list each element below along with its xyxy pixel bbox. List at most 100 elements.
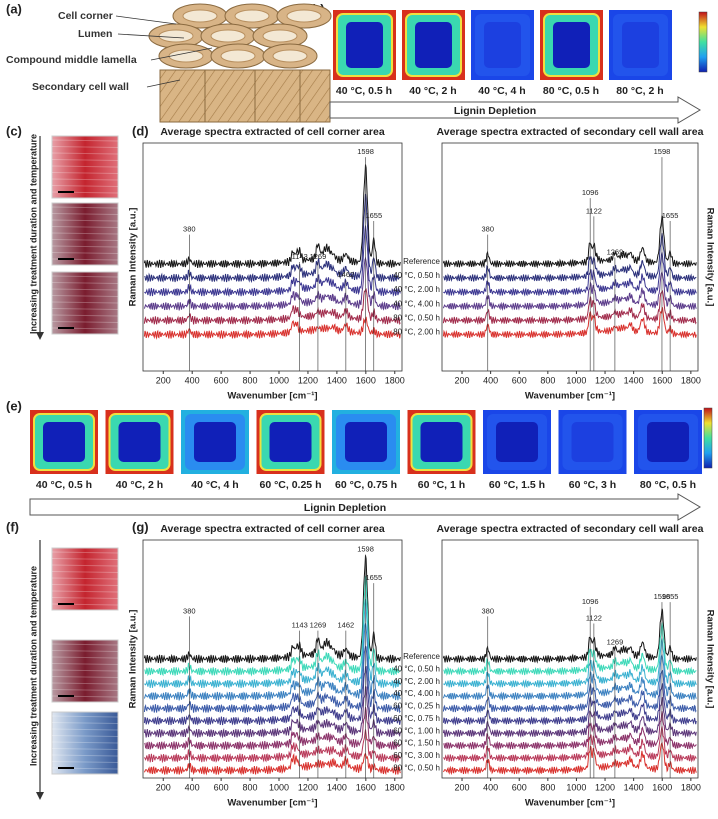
wood-grain (51, 206, 119, 209)
plot-frame (142, 539, 403, 779)
wood-grain (51, 682, 119, 685)
spectrum (144, 599, 401, 689)
spectrum (442, 608, 697, 664)
spectrum (143, 623, 401, 702)
spectrum (443, 622, 697, 676)
peak-label: 1462 (338, 621, 355, 630)
legend-label: 40 °C, 0.50 h (393, 271, 440, 280)
x-tick-label: 1200 (595, 375, 615, 385)
wood-grain (51, 735, 119, 737)
y-axis-title: Raman Intensity [a.u.] (704, 208, 715, 307)
x-tick-label: 800 (243, 375, 258, 385)
lumen (484, 22, 521, 68)
spectrum (443, 232, 697, 283)
colorbar (698, 11, 708, 73)
x-axis-title: Wavenumber [cm⁻¹] (525, 798, 615, 809)
peak-label: 1598 (654, 592, 671, 601)
spectrum (143, 555, 401, 664)
x-tick-label: 1600 (652, 375, 672, 385)
peak-label: 1269 (607, 637, 624, 646)
wood-grain (51, 643, 119, 646)
peak-label: 380 (482, 606, 495, 615)
wood-grain (51, 288, 119, 291)
peak-label: 1096 (582, 597, 599, 606)
panel-label: (c) (6, 123, 22, 138)
map-caption: 40 °C, 4 h (478, 85, 525, 97)
wood-grain (51, 754, 119, 757)
map-caption: 60 °C, 1.5 h (489, 479, 545, 491)
arrow (29, 493, 701, 521)
peak-label: 1462 (338, 270, 355, 279)
spectrum (442, 215, 697, 269)
peak-label: 1655 (365, 211, 382, 220)
map-caption: 60 °C, 1 h (418, 479, 465, 491)
wood-grain (51, 252, 119, 254)
wood-grain (51, 761, 119, 763)
spectrum (144, 729, 401, 764)
lumen (182, 9, 218, 23)
colorbar (703, 407, 713, 469)
x-tick-label: 600 (512, 782, 527, 792)
part-label: Lumen (78, 28, 112, 40)
peak-label: 1269 (310, 621, 327, 630)
x-tick-label: 600 (214, 375, 229, 385)
spectrum (144, 707, 401, 751)
part-label: Compound middle lamella (6, 54, 137, 66)
panel-label: (a) (6, 1, 22, 16)
lumen (420, 422, 463, 462)
legend-label: 60 °C, 1.50 h (393, 739, 440, 748)
x-axis-title: Wavenumber [cm⁻¹] (227, 798, 317, 809)
part-label: Secondary cell wall (32, 81, 129, 93)
x-tick-label: 1400 (624, 782, 644, 792)
plot-frame (441, 539, 699, 779)
wood-grain (51, 571, 119, 573)
lumen (168, 49, 204, 63)
plot-frame (441, 142, 699, 372)
plot-title: Average spectra extracted of secondary c… (437, 523, 704, 535)
wood-grain (51, 301, 119, 304)
map-caption: 40 °C, 0.5 h (36, 479, 92, 491)
cell-block-front (159, 69, 331, 123)
wood-grain (51, 178, 119, 181)
map-caption: 80 °C, 0.5 h (640, 479, 696, 491)
spectrum (143, 316, 401, 340)
legend-label: 80 °C, 2.00 h (393, 328, 440, 337)
legend-label: 40 °C, 2.00 h (393, 285, 440, 294)
wood-grain (51, 669, 119, 672)
legend-label: 60 °C, 0.25 h (393, 702, 440, 711)
spectrum (143, 752, 401, 776)
wood-grain (51, 139, 119, 142)
wood-grain (51, 656, 119, 659)
x-tick-label: 1200 (595, 782, 615, 792)
map-caption: 80 °C, 2 h (616, 85, 663, 97)
wood-grain (51, 597, 119, 599)
arrow (329, 96, 701, 124)
x-tick-label: 1800 (681, 375, 701, 385)
peak-label: 1655 (662, 211, 679, 220)
peak-label: 1269 (310, 252, 327, 261)
lumen (234, 9, 270, 23)
lumen (118, 422, 161, 462)
wood-grain (51, 715, 119, 718)
x-tick-label: 1000 (566, 375, 586, 385)
wood-grain (51, 165, 119, 168)
lumen (272, 49, 308, 63)
peak-label: 380 (482, 225, 495, 234)
lumen (286, 9, 322, 23)
wood-photo (51, 639, 119, 703)
spectrum (143, 164, 401, 269)
spectrum (143, 287, 401, 326)
x-tick-label: 1000 (269, 375, 289, 385)
legend-label: 40 °C, 4.00 h (393, 689, 440, 698)
peak-label: 1598 (357, 545, 374, 554)
lumen (210, 29, 246, 43)
plot-title: Average spectra extracted of secondary c… (437, 126, 704, 138)
wood-grain (51, 232, 119, 235)
x-tick-label: 800 (540, 782, 555, 792)
panel-label: (f) (6, 519, 19, 534)
x-tick-label: 1000 (566, 782, 586, 792)
plot-frame (142, 142, 403, 372)
y-axis-title: Raman Intensity [a.u.] (128, 610, 139, 709)
spectrum (443, 252, 697, 297)
x-tick-label: 200 (156, 375, 171, 385)
